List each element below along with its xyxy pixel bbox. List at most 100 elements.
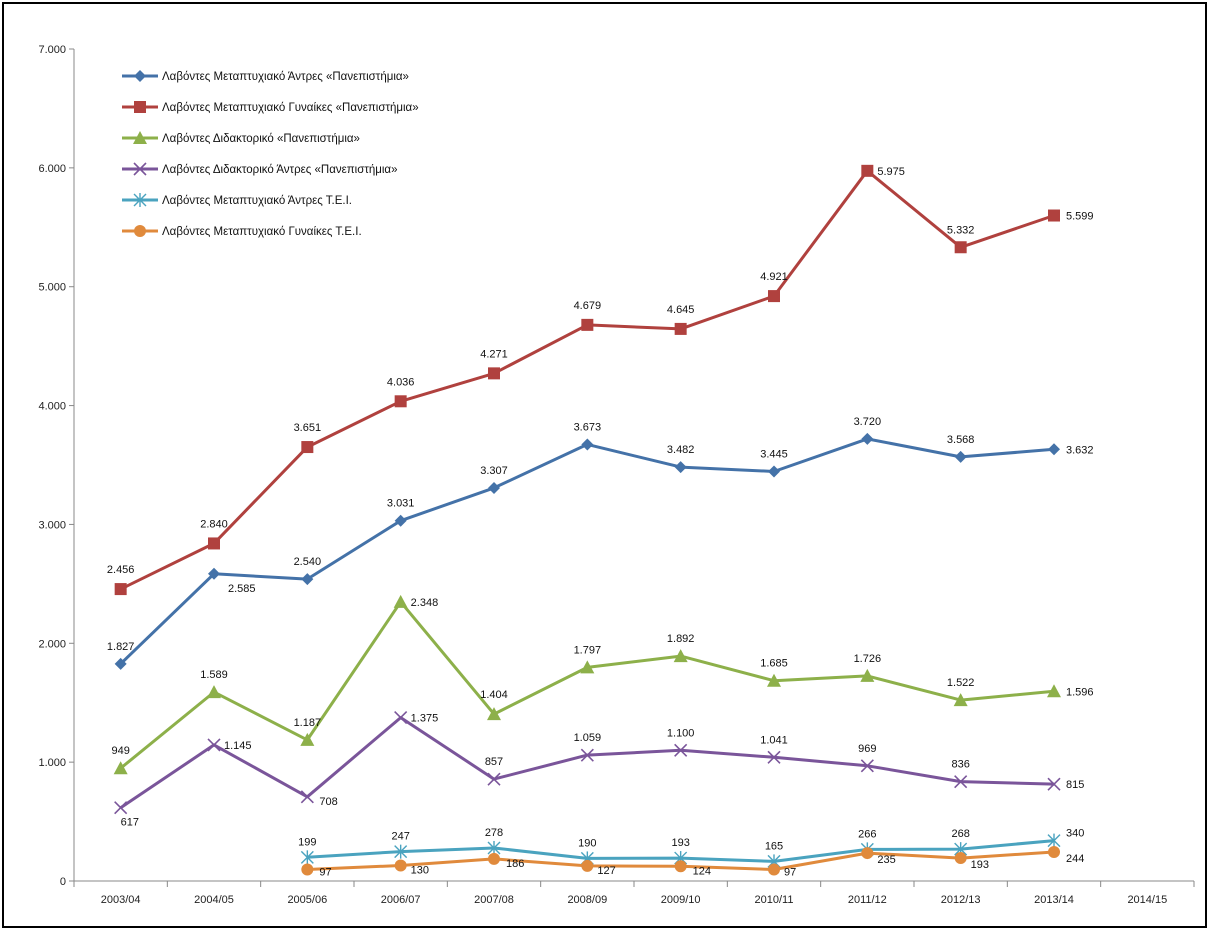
data-label: 815 xyxy=(1066,779,1084,791)
data-label: 949 xyxy=(111,745,129,757)
legend-item-6: Λαβόντες Μεταπτυχιακό Γυναίκες Τ.Ε.Ι. xyxy=(122,225,362,238)
x-tick-label: 2003/04 xyxy=(101,894,141,906)
data-label: 278 xyxy=(485,827,503,839)
data-point xyxy=(768,290,780,303)
data-label: 199 xyxy=(298,836,316,848)
data-point xyxy=(488,852,500,865)
data-point xyxy=(394,844,408,859)
data-label: 2.840 xyxy=(200,518,228,530)
data-label: 3.031 xyxy=(387,498,415,510)
data-label: 3.482 xyxy=(667,444,695,456)
data-point xyxy=(488,481,500,494)
data-point xyxy=(1048,845,1060,858)
data-label: 247 xyxy=(391,831,409,843)
data-point xyxy=(113,761,128,775)
x-marker-stroke xyxy=(114,801,128,815)
data-label: 1.145 xyxy=(224,740,252,752)
data-label: 5.332 xyxy=(947,224,975,236)
data-label: 2.456 xyxy=(107,564,135,576)
data-point xyxy=(767,673,781,687)
data-point xyxy=(860,759,874,773)
data-label: 3.568 xyxy=(947,434,975,446)
axes: 0 1.000 2.000 3.000 4.000 5.000 6.000 7.000 2003… xyxy=(38,44,1195,906)
data-point xyxy=(953,693,968,707)
data-point xyxy=(767,750,781,764)
data-point xyxy=(207,738,221,752)
x-tick-label: 2005/06 xyxy=(287,894,327,906)
series-2 xyxy=(114,164,1060,596)
data-label: 1.726 xyxy=(854,653,882,665)
data-point xyxy=(394,514,407,527)
data-label: 5.975 xyxy=(877,166,905,178)
data-labels: 1.827 2.585 2.540 3.031 3.307 3.673 3.482 3.445… xyxy=(107,166,1094,879)
x-marker-stroke xyxy=(954,775,968,789)
y-tick-label: 1.000 xyxy=(38,757,66,769)
legend-item-3: Λαβόντες Διδακτορικό «Πανεπιστήμια» xyxy=(122,131,360,145)
data-label: 124 xyxy=(693,865,711,877)
data-point xyxy=(674,322,687,335)
x-marker-stroke xyxy=(1047,777,1061,791)
x-marker-stroke xyxy=(767,750,781,764)
y-tick-label: 7.000 xyxy=(38,44,66,56)
data-label: 1.059 xyxy=(574,732,602,744)
data-point xyxy=(208,537,220,550)
series-layer xyxy=(113,164,1061,876)
data-label: 1.589 xyxy=(200,669,228,681)
data-label: 340 xyxy=(1066,828,1084,840)
y-tick-label: 0 xyxy=(60,876,66,888)
data-point xyxy=(1047,833,1061,848)
data-label: 3.673 xyxy=(574,421,602,433)
data-label: 1.375 xyxy=(411,713,439,725)
data-label: 266 xyxy=(858,828,876,840)
y-tick-label: 2.000 xyxy=(38,638,66,650)
line-chart: 0 1.000 2.000 3.000 4.000 5.000 6.000 7.000 2003… xyxy=(38,44,1195,906)
data-point xyxy=(674,860,687,873)
data-point xyxy=(861,847,874,860)
data-point xyxy=(394,395,407,408)
data-label: 268 xyxy=(951,828,969,840)
data-point xyxy=(954,241,967,254)
data-label: 3.307 xyxy=(480,465,508,477)
data-label: 193 xyxy=(671,837,689,849)
legend-marker xyxy=(133,162,147,176)
data-label: 857 xyxy=(485,756,503,768)
data-point xyxy=(1048,209,1060,222)
x-marker-stroke xyxy=(300,790,314,804)
legend-label: Λαβόντες Μεταπτυχιακό Γυναίκες Τ.Ε.Ι. xyxy=(162,226,362,238)
data-point xyxy=(954,852,967,865)
data-point xyxy=(300,850,314,865)
data-point xyxy=(301,441,314,454)
data-point xyxy=(861,432,874,445)
data-label: 5.599 xyxy=(1066,211,1094,223)
data-label: 190 xyxy=(578,837,596,849)
data-label: 2.585 xyxy=(228,583,256,595)
legend-label: Λαβόντες Διδακτορικό Άντρες «Πανεπιστήμι… xyxy=(162,164,397,176)
data-point xyxy=(114,801,128,815)
data-label: 130 xyxy=(411,865,429,877)
legend-item-1: Λαβόντες Μεταπτυχιακό Άντρες «Πανεπιστήμ… xyxy=(122,70,409,83)
series-4 xyxy=(114,711,1061,815)
data-point xyxy=(207,685,221,699)
data-point xyxy=(954,450,967,463)
data-label: 4.271 xyxy=(480,348,508,360)
data-label: 2.348 xyxy=(411,597,439,609)
data-point xyxy=(1048,443,1060,456)
data-label: 4.679 xyxy=(574,300,602,312)
data-label: 244 xyxy=(1066,853,1084,865)
legend-label: Λαβόντες Διδακτορικό «Πανεπιστήμια» xyxy=(162,133,360,145)
data-label: 165 xyxy=(765,840,783,852)
x-tick-label: 2009/10 xyxy=(661,894,701,906)
data-label: 1.892 xyxy=(667,633,695,645)
x-tick-label: 2011/12 xyxy=(848,894,887,906)
x-tick-label: 2004/05 xyxy=(194,894,234,906)
y-tick-label: 3.000 xyxy=(38,519,66,531)
data-label: 4.645 xyxy=(667,304,695,316)
data-point xyxy=(1047,684,1061,698)
data-point xyxy=(768,863,780,876)
data-label: 3.632 xyxy=(1066,444,1094,456)
data-label: 193 xyxy=(971,859,989,871)
legend-marker xyxy=(133,131,147,144)
legend-marker xyxy=(134,225,146,237)
x-tick-label: 2014/15 xyxy=(1127,894,1167,906)
